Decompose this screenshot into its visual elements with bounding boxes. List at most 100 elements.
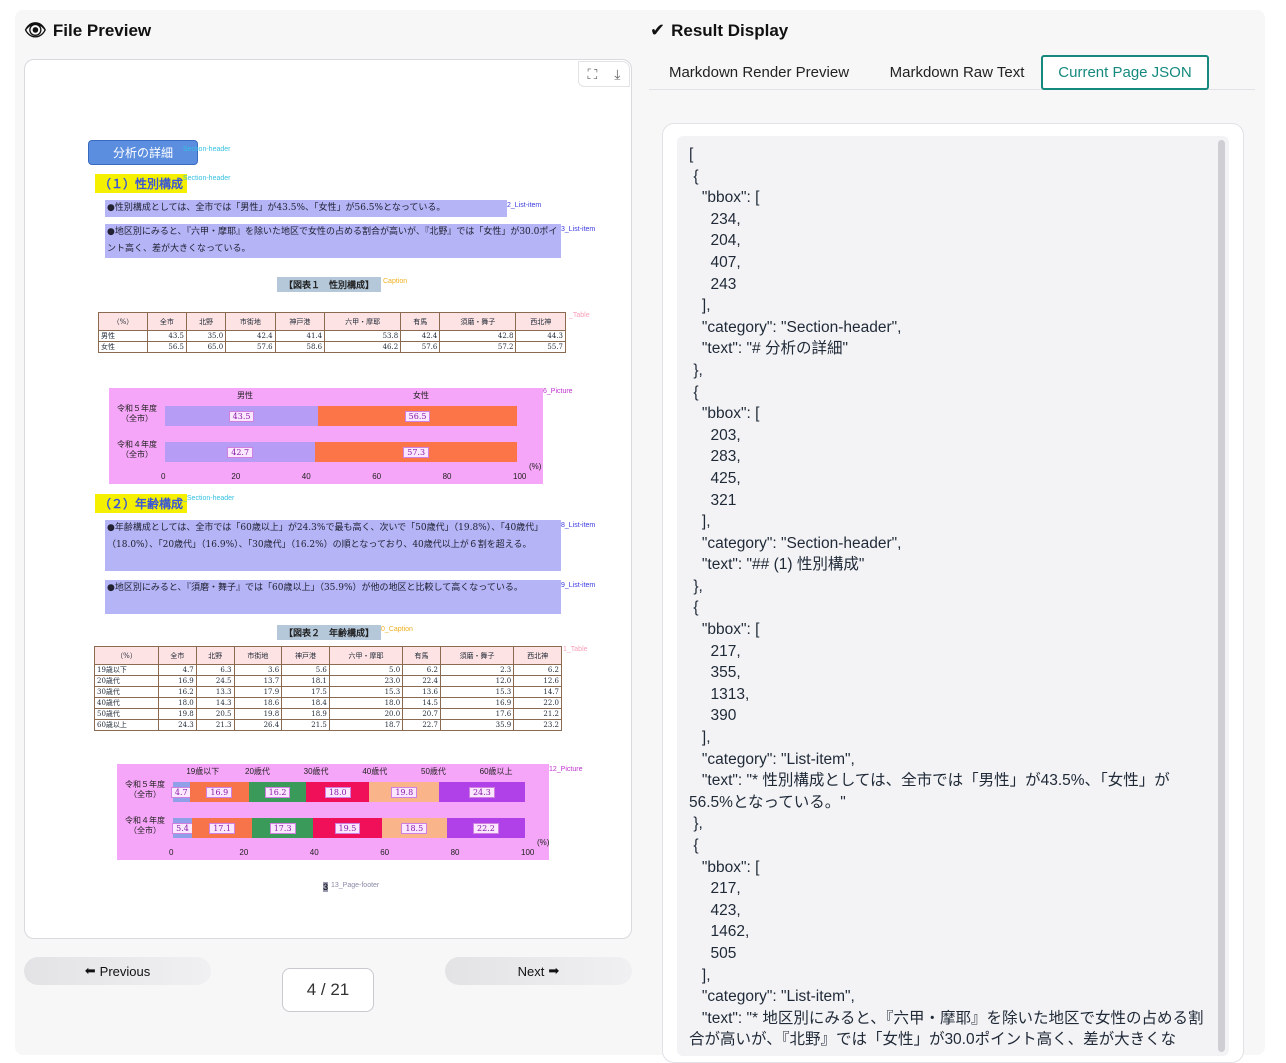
axis-tick-label: 80 [442,472,452,481]
download-icon[interactable]: ⤓ [614,65,621,82]
table-cell: 56.5 [146,341,187,353]
table-cell: 22.0 [513,697,562,709]
chart-row-label: 令和５年度 （全市） [117,404,157,423]
list-item-3: ●地区別にみると、『六甲・摩耶』を除いた地区で女性の占める割合が高いが、『北野』… [105,224,561,258]
chart-bar: 22.2 [446,818,525,838]
chart-bar: 18.5 [381,818,447,838]
table-cell: 43.5 [146,330,187,342]
tab-current-page-json[interactable]: Current Page JSON [1041,55,1209,90]
table-cell: 20.7 [402,708,441,720]
list-tag-3: 3_List-item [561,226,596,233]
table-cell: 15.3 [439,686,515,698]
fullscreen-icon[interactable]: ⛶ [587,65,598,82]
caption-2: 【図表２ 年齢構成】 [277,625,381,640]
table-cell: 20.5 [195,708,235,720]
table-row: 19歳以下 4.7 6.3 3.6 5.6 5.0 6.2 2.3 6.2 [93,664,562,676]
axis-tick-label: 100 [513,472,527,481]
chart-bar: 4.7 [170,782,192,802]
table-cell: 13.6 [402,686,441,698]
json-code-box[interactable]: [ { "bbox": [ 234, 204, 407, 243 ], "cat… [677,136,1229,1056]
json-output-panel: [ { "bbox": [ 234, 204, 407, 243 ], "cat… [662,123,1244,1063]
checkmark-icon: ✔ [650,20,666,40]
chart-bar: 56.5 [318,406,517,426]
table-cell: 22.4 [402,675,441,687]
table-header-cell: 有馬 [400,312,441,331]
page-indicator[interactable]: 4 / 21 [282,968,374,1012]
table-cell: 53.8 [324,330,402,342]
legend-label: 男性 [237,391,253,400]
table-row: 女性 56.5 65.0 57.6 58.6 46.2 57.6 57.2 55.7 [98,341,566,353]
table-cell: 60歳以上 [93,719,160,731]
table-row: 40歳代 18.0 14.3 18.6 18.4 18.0 14.5 16.9 22.0 [93,697,562,709]
page-footer-tag: 13_Page-footer [331,882,380,889]
previous-button[interactable]: ⬅ Previous [24,957,211,985]
chart-picture-1: 令和５年度 （全市） 43.5 56.5 令和４年度 （全市） 42.7 57.3 男性 女性… [109,388,543,484]
next-button[interactable]: Next ➡ [445,957,632,985]
table-cell: 男性 [98,330,148,342]
table-header-cell: 西北神 [513,646,562,665]
table-cell: 13.7 [233,675,283,687]
table-cell: 57.2 [439,341,517,353]
bar-value-label: 5.4 [172,822,193,834]
table-header-cell: （%） [98,312,148,331]
table-header-cell: 須磨・舞子 [439,312,517,331]
table-header-cell: 西北神 [515,312,566,331]
table-header-row: （%） 全市 北野 市街地 神戸港 六甲・摩耶 有馬 須磨・舞子 西北神 [98,312,566,331]
table-cell: 40歳代 [93,697,160,709]
table-row: 50歳代 19.8 20.5 19.8 18.9 20.0 20.7 17.6 21.2 [93,708,562,720]
table-header-cell: 須磨・舞子 [439,646,515,665]
table-cell: 19歳以下 [93,664,160,676]
table-cell: 20.0 [328,708,404,720]
table-cell: 2.3 [439,664,515,676]
table-cell: 26.4 [233,719,283,731]
chart-bar: 19.5 [313,818,382,838]
table-cell: 21.3 [195,719,235,731]
table-row: 60歳以上 24.3 21.3 26.4 21.5 18.7 22.7 35.9 23.2 [93,719,562,731]
list-item-2: ●性別構成としては、全市では「男性」が43.5%、「女性」が56.5%となってい… [105,200,507,217]
bar-value-label: 18.5 [401,822,428,834]
legend-label: 40歳代 [362,767,388,776]
table-cell: 14.5 [402,697,441,709]
table-cell: 14.3 [195,697,235,709]
table-cell: 30歳代 [93,686,160,698]
chart-bar: 19.8 [369,782,440,802]
chart-bar: 24.3 [439,782,525,802]
table-header-cell: 市街地 [225,312,276,331]
caption-1: 【図表１ 性別構成】 [277,277,381,292]
page-footer-number: 3 [323,882,329,892]
table-cell: 35.9 [439,719,515,731]
table-header-cell: 六甲・摩耶 [328,646,404,665]
bar-value-label: 17.3 [269,822,296,834]
chart-bar: 16.9 [189,782,250,802]
tab-markdown-render-preview[interactable]: Markdown Render Preview [668,64,850,81]
json-scrollbar[interactable] [1218,140,1225,1052]
chart-bar: 42.7 [165,442,316,462]
table-cell: 18.9 [281,708,330,720]
subsection-header-2: （２）年齢構成 [95,494,188,513]
table-header-cell: 北野 [195,646,235,665]
table-header-cell: 全市 [158,646,197,665]
chart-row-label: 令和５年度 （全市） [125,780,165,799]
caption-tag-1: Caption [383,278,408,285]
table-cell: 15.3 [328,686,404,698]
table-cell: 42.8 [439,330,517,342]
table-cell: 50歳代 [93,708,160,720]
table-cell: 23.2 [513,719,562,731]
bar-value-label: 56.5 [404,410,431,422]
arrow-right-icon: ➡ [548,963,560,978]
subsection-header-1: （１）性別構成 [95,174,188,193]
table-cell: 20歳代 [93,675,160,687]
section-tag: Section-header [183,146,231,153]
legend-label: 20歳代 [245,767,270,776]
eye-icon: 👁 [24,20,47,40]
table-cell: 6.3 [195,664,235,676]
list-tag-8: 8_List-item [561,522,596,529]
table-header-cell: 有馬 [402,646,441,665]
table-cell: 42.4 [400,330,441,342]
preview-toolbar: ⛶ ⤓ [578,61,630,87]
axis-unit-label: (%) [529,462,542,471]
legend-label: 60歳以上 [479,767,513,776]
table-cell: 14.7 [513,686,562,698]
tab-markdown-raw-text[interactable]: Markdown Raw Text [889,64,1025,81]
table-cell: 21.5 [281,719,330,731]
